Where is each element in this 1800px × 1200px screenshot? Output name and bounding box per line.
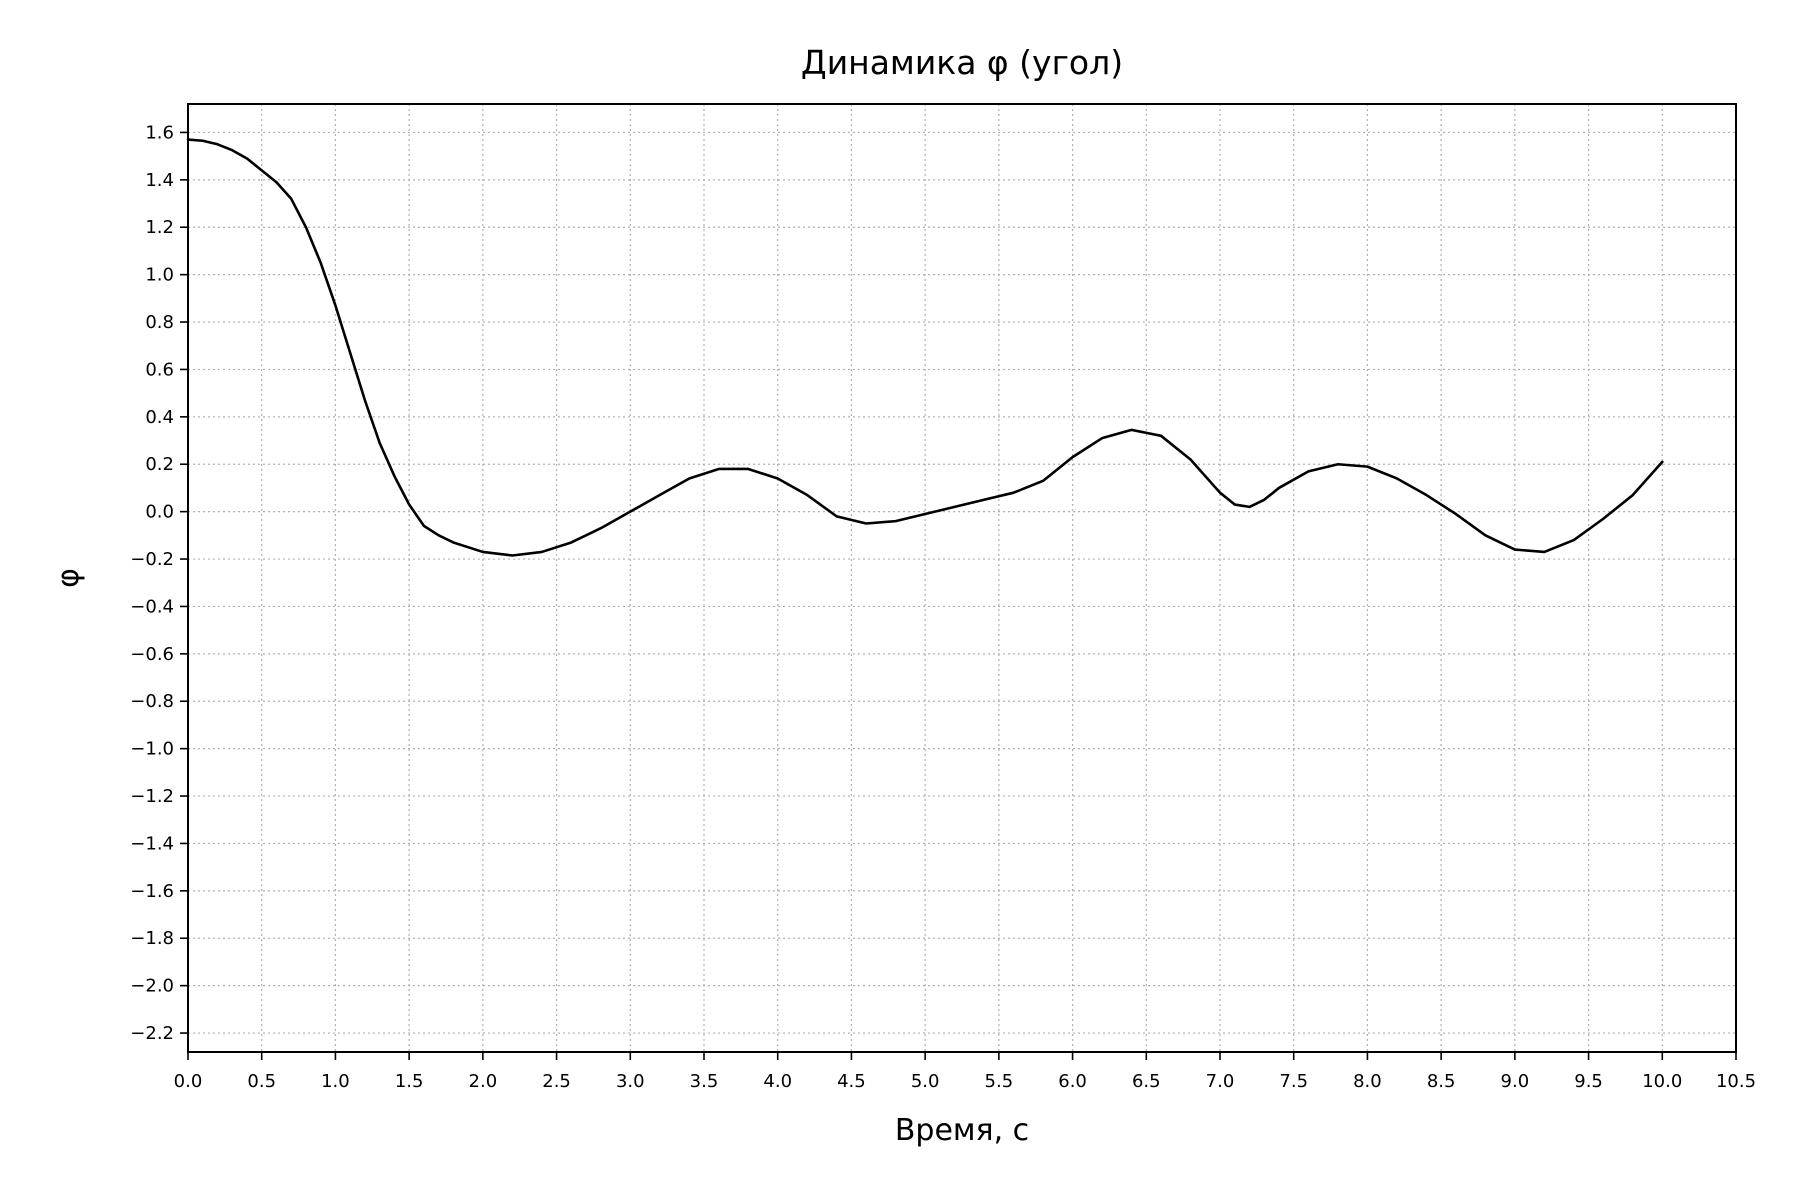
x-tick-label: 3.0 xyxy=(616,1071,645,1092)
y-tick-label: −1.8 xyxy=(130,928,174,949)
x-tick-label: 8.0 xyxy=(1353,1071,1382,1092)
x-tick-label: 5.0 xyxy=(911,1071,940,1092)
y-tick-label: −1.4 xyxy=(130,833,174,854)
y-tick-label: 1.4 xyxy=(145,170,174,191)
grid xyxy=(187,104,1737,1052)
series-line xyxy=(186,138,1664,557)
x-tick-label: 1.5 xyxy=(395,1071,424,1092)
x-tick-label: 0.5 xyxy=(247,1071,276,1092)
y-tick-label: 0.6 xyxy=(145,359,174,380)
series-layer xyxy=(186,138,1664,557)
x-tick-label: 7.5 xyxy=(1279,1071,1308,1092)
y-tick-label: 1.2 xyxy=(145,217,174,238)
y-tick-label: 1.6 xyxy=(145,122,174,143)
y-tick-label: −1.2 xyxy=(130,786,174,807)
y-axis-title: φ xyxy=(51,568,86,588)
y-tick-label: −2.2 xyxy=(130,1023,174,1044)
x-tick-label: 3.5 xyxy=(690,1071,719,1092)
x-tick-label: 5.5 xyxy=(985,1071,1014,1092)
x-tick-label: 10.0 xyxy=(1642,1071,1682,1092)
y-tick-label: 0.8 xyxy=(145,312,174,333)
chart-title: Динамика φ (угол) xyxy=(801,43,1123,82)
axis-ticks: 0.0 0.5 1.0 1.5 2.0 2.5 3.0 3.5 4.0 4.5 5.0 5.5 6.0 6… xyxy=(130,122,1756,1092)
y-tick-label: −1.0 xyxy=(130,739,174,760)
x-tick-label: 6.0 xyxy=(1058,1071,1087,1092)
x-tick-label: 10.5 xyxy=(1716,1071,1756,1092)
x-tick-label: 7.0 xyxy=(1206,1071,1235,1092)
y-tick-label: −2.0 xyxy=(130,976,174,997)
x-tick-label: 2.5 xyxy=(542,1071,571,1092)
y-tick-label: −0.2 xyxy=(130,549,174,570)
x-tick-label: 2.0 xyxy=(469,1071,498,1092)
x-tick-label: 9.5 xyxy=(1574,1071,1603,1092)
x-tick-label: 1.0 xyxy=(321,1071,350,1092)
y-tick-label: 0.0 xyxy=(145,502,174,523)
y-tick-label: 1.0 xyxy=(145,265,174,286)
x-tick-label: 4.5 xyxy=(837,1071,866,1092)
x-tick-label: 6.5 xyxy=(1132,1071,1161,1092)
x-tick-label: 4.0 xyxy=(763,1071,792,1092)
plot-frame xyxy=(187,103,1737,1053)
x-axis-title: Время, с xyxy=(895,1113,1029,1148)
y-tick-label: −1.6 xyxy=(130,881,174,902)
x-tick-label: 9.0 xyxy=(1501,1071,1530,1092)
y-tick-label: −0.6 xyxy=(130,644,174,665)
y-tick-label: 0.4 xyxy=(145,407,174,428)
x-tick-label: 8.5 xyxy=(1427,1071,1456,1092)
y-tick-label: −0.4 xyxy=(130,596,174,617)
y-tick-label: −0.8 xyxy=(130,691,174,712)
y-tick-label: 0.2 xyxy=(145,454,174,475)
x-tick-label: 0.0 xyxy=(174,1071,203,1092)
